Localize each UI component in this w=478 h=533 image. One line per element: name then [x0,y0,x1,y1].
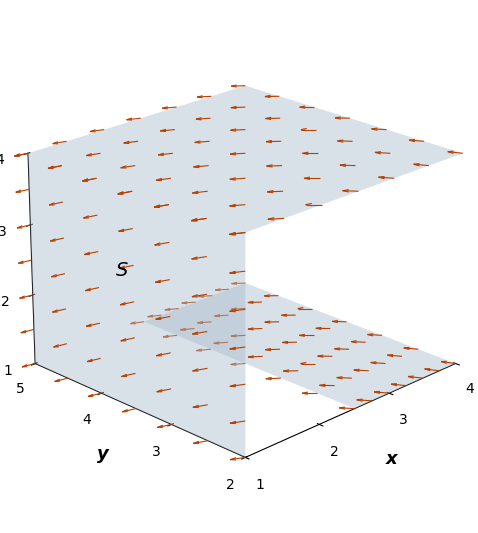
X-axis label: x: x [386,450,398,468]
Y-axis label: y: y [97,445,109,463]
